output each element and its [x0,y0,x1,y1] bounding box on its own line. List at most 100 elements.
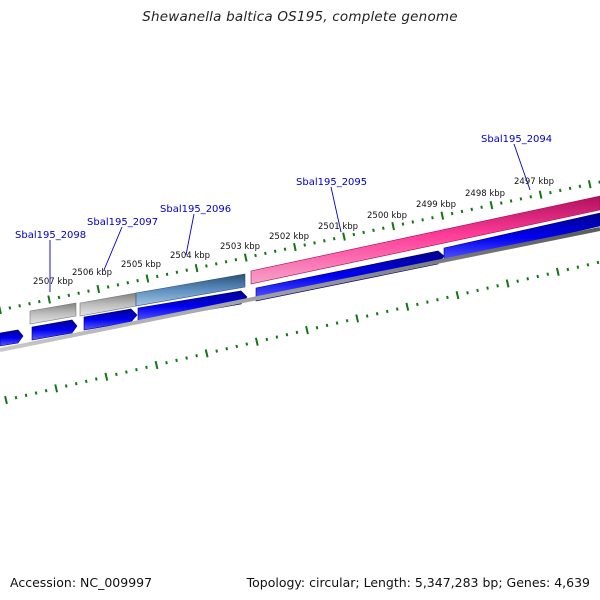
scale-tick [235,344,239,349]
scale-tick [165,361,168,365]
gene-label-sbal195-2094[interactable]: Sbal195_2094 [481,134,552,145]
scale-tick [313,241,316,245]
scale-tick [264,251,267,256]
feature-track-outer [29,195,600,325]
scale-tick [225,347,229,351]
scale-tick [145,365,148,370]
scale-tick [401,222,405,226]
scale-tick [405,302,410,311]
scale-tick [165,272,169,277]
scale-tick [355,314,360,323]
scale-tick [546,272,550,276]
scale-tick [323,239,326,243]
scale-tick [96,284,101,294]
scale-tick [496,284,499,288]
scale-tick [195,354,198,358]
scale-label: 2506 kbp [72,268,112,278]
cds-arrow[interactable] [0,329,24,347]
scale-tick [587,180,592,189]
scale-tick [67,293,71,297]
cds-arrow[interactable] [83,308,138,331]
scale-tick [426,300,429,304]
scale-tick [382,226,385,230]
scale-tick [115,372,118,377]
accession-text: Accession: NC_009997 [10,575,153,590]
scale-tick [529,195,533,199]
scale-tick [126,281,130,285]
scale-label: 2503 kbp [220,242,260,252]
scale-tick [47,295,51,304]
scale-tick [499,201,503,205]
scale-tick [64,384,68,388]
scale-tick [273,249,277,253]
scale-tick [245,342,249,346]
scale-tick [77,291,80,295]
scale-tick [224,260,228,264]
gene-label-sbal195-2096[interactable]: Sbal195_2096 [160,204,231,215]
scale-tick [421,218,424,222]
scale-tick [516,279,519,283]
scale-label: 2498 kbp [465,189,505,199]
scale-tick [596,260,600,265]
scale-tick [295,330,299,335]
cds-arrow[interactable] [31,319,78,341]
scale-tick [450,211,454,216]
scale-tick [303,243,306,247]
scale-tick [555,267,560,276]
feature-bar-steel[interactable] [135,273,246,307]
cds-arrow[interactable] [443,212,600,263]
gene-label-sbal195-2097[interactable]: Sbal195_2097 [87,217,158,228]
scale-tick [254,337,259,346]
scale-tick [293,242,297,252]
scale-tick [391,222,395,231]
scale-tick [335,321,339,325]
scale-tick [436,298,439,302]
scale-tick [375,312,379,316]
scale-tick [14,395,18,400]
scale-tick [185,356,188,360]
scale-tick [28,302,31,306]
scale-tick [74,381,78,386]
scale-tick [519,197,523,201]
scale-tick [34,391,38,395]
scale-tick [558,188,562,193]
gene-labels: Sbal195_2098 Sbal195_2097 Sbal195_2096 S… [15,134,552,241]
genome-backbone [0,227,600,352]
scale-tick [315,326,319,330]
scale-tick [145,274,150,283]
feature-bar-pink[interactable] [250,195,600,285]
scale-tick [54,384,59,393]
scale-tick [568,186,572,191]
scale-tick [135,368,138,372]
gene-label-sbal195-2095[interactable]: Sbal195_2095 [296,177,367,188]
scale-tick [154,360,159,370]
scale-tick [275,335,279,339]
scale-tick [84,379,88,384]
scale-label: 2501 kbp [318,222,358,232]
scale-tick [470,207,474,212]
gene-label-sbal195-2098[interactable]: Sbal195_2098 [15,230,86,241]
gene-label-leaders [49,143,531,292]
scale-tick [416,302,419,307]
scale-tick [104,372,109,381]
scale-tick [0,305,2,315]
scale-tick [536,274,540,279]
scale-tick [185,268,189,272]
scale-tick [265,337,269,342]
scale-tick [18,304,21,308]
scale-label: 2499 kbp [416,200,456,210]
scale-tick [505,279,510,288]
scale-tick [285,333,289,337]
scale-tick [214,262,218,266]
scale-tick [175,270,179,274]
feature-bar-gray[interactable] [29,302,77,325]
scale-tick [446,295,449,300]
scale-tick [480,205,483,209]
scale-label: 2504 kbp [170,251,210,261]
scale-tick [362,230,365,235]
scale-tick [243,253,248,262]
scale-tick [538,190,543,199]
scale-tick [440,211,445,220]
